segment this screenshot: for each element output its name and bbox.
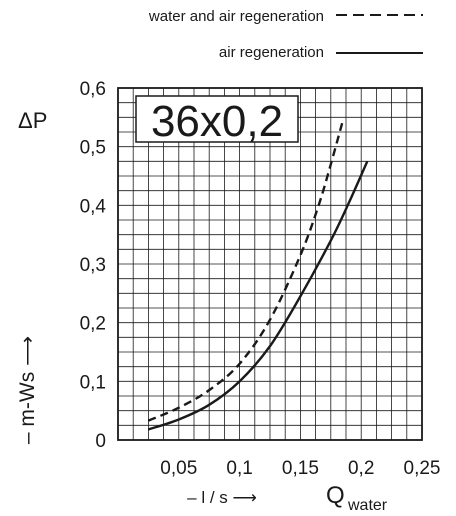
x-tick-label: 0,2 [348, 458, 374, 479]
y-tick-label: 0,5 [80, 138, 106, 159]
legend-label-air-regeneration: air regeneration [219, 44, 324, 61]
chart-grid [118, 88, 422, 440]
chart-badge: 36x0,2 [135, 95, 299, 146]
y-tick-label: 0,4 [80, 196, 107, 217]
x-axis-subscript: water [347, 497, 388, 514]
x-tick-label: 0,15 [282, 458, 319, 479]
y-tick-label: 0 [95, 431, 106, 452]
series-line-air-regeneration [148, 160, 369, 431]
series-line-water-and-air-regeneration [147, 119, 345, 422]
plot-frame [117, 87, 423, 441]
x-axis-unit: – l / s ⟶ [187, 488, 257, 507]
x-tick-label: 0,25 [404, 458, 441, 479]
legend: water and air regeneration air regenerat… [148, 8, 423, 61]
x-tick-label: 0,05 [160, 458, 197, 479]
y-tick-label: 0,6 [80, 79, 106, 100]
y-axis-unit: – m-Ws ⟶ [16, 336, 39, 444]
badge-box [135, 95, 299, 143]
y-tick-label: 0,1 [80, 372, 106, 393]
badge-text: 36x0,2 [151, 97, 283, 146]
y-tick-label: 0,2 [80, 314, 106, 335]
legend-label-water-and-air-regeneration: water and air regeneration [148, 8, 324, 25]
y-axis-symbol: ΔP [18, 108, 47, 133]
y-tick-label: 0,3 [80, 255, 106, 276]
x-tick-label: 0,1 [226, 458, 252, 479]
series-group [147, 119, 369, 431]
y-tick-labels: 0 0,1 0,2 0,3 0,4 0,5 0,6 [80, 79, 107, 452]
x-axis-symbol: Q [326, 482, 345, 509]
x-tick-labels: 0,05 0,1 0,15 0,2 0,25 [160, 458, 440, 479]
